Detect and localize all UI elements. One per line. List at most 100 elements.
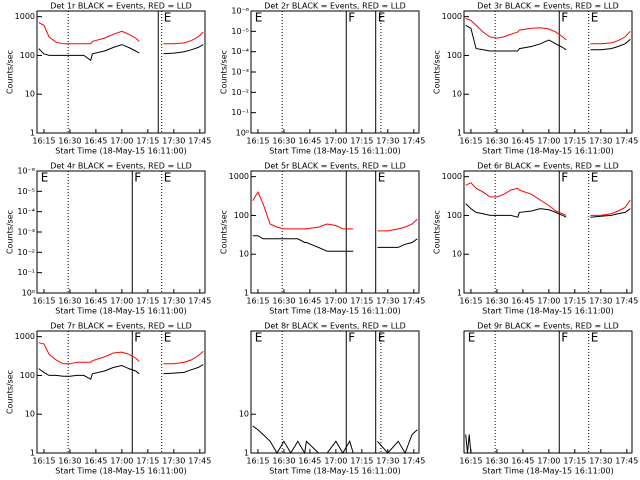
x-tick-label: 16:30: [485, 457, 508, 466]
panel-title: Det 9r BLACK = Events, RED = LLD: [477, 322, 619, 331]
y-tick-label: 10: [25, 410, 35, 419]
x-tick-label: 16:45: [84, 297, 107, 306]
x-tick-label: 17:30: [162, 457, 185, 466]
x-tick-label: 17:00: [110, 297, 133, 306]
x-tick-label: 17:45: [402, 297, 425, 306]
y-tick-label: 10⁻⁴: [231, 47, 249, 56]
y-tick-label: 10⁻¹: [17, 268, 35, 277]
annotation: E: [255, 11, 263, 25]
x-tick-label: 16:45: [298, 137, 321, 146]
plot-frame: [463, 10, 633, 134]
x-tick-label: 16:15: [459, 297, 482, 306]
y-tick-label: 100: [447, 211, 462, 220]
annotation: E: [591, 171, 599, 185]
x-tick-label: 16:45: [511, 457, 534, 466]
data-line: [252, 425, 418, 455]
y-tick-label: 10⁻⁴: [17, 207, 35, 216]
y-axis-label: Counts/sec: [220, 50, 229, 94]
x-axis-label: Start Time (18-May-15 16:11:00): [55, 467, 186, 476]
x-tick-label: 17:30: [589, 457, 612, 466]
panel-title: Det 3r BLACK = Events, RED = LLD: [477, 2, 619, 11]
y-axis-label: Counts/sec: [6, 210, 15, 254]
x-tick-label: 16:15: [32, 457, 55, 466]
x-tick-label: 16:15: [32, 297, 55, 306]
x-tick-label: 17:30: [589, 297, 612, 306]
annotation: E: [378, 331, 386, 345]
annotation: E: [164, 171, 172, 185]
plot-frame: [36, 330, 206, 454]
x-tick-label: 17:00: [537, 457, 560, 466]
data-line: [465, 203, 631, 218]
data-line: [38, 22, 204, 45]
y-tick-label: 10⁻⁵: [231, 27, 249, 36]
x-tick-label: 17:45: [615, 297, 638, 306]
y-tick-label: 1: [244, 449, 249, 458]
y-tick-label: 10: [239, 410, 249, 419]
x-tick-label: 17:30: [589, 137, 612, 146]
data-line: [465, 17, 631, 45]
y-tick-label: 10⁻²: [231, 88, 249, 97]
y-axis-label: Counts/sec: [220, 210, 229, 254]
plot-frame: [463, 170, 633, 294]
x-axis-label: Start Time (18-May-15 16:11:00): [482, 307, 613, 316]
x-tick-label: 17:45: [188, 137, 211, 146]
plot-frame: [36, 10, 206, 134]
y-tick-label: 1000: [15, 12, 35, 21]
annotation: F: [348, 11, 355, 25]
x-tick-label: 17:00: [110, 457, 133, 466]
y-tick-label: 1: [457, 129, 462, 138]
panel-title: Det 4r BLACK = Events, RED = LLD: [50, 162, 192, 171]
y-tick-label: 100: [20, 51, 35, 60]
panel-title: Det 6r BLACK = Events, RED = LLD: [477, 162, 619, 171]
plot-frame: [250, 330, 420, 454]
annotation: E: [378, 11, 386, 25]
x-tick-label: 17:45: [188, 297, 211, 306]
x-tick-label: 17:15: [136, 297, 159, 306]
x-axis-label: Start Time (18-May-15 16:11:00): [269, 467, 400, 476]
x-tick-label: 17:00: [110, 137, 133, 146]
data-line: [252, 235, 418, 252]
x-tick-label: 17:15: [350, 457, 373, 466]
data-line: [465, 434, 472, 454]
y-tick-label: 1: [30, 449, 35, 458]
x-tick-label: 16:45: [511, 297, 534, 306]
x-tick-label: 16:15: [459, 457, 482, 466]
x-tick-label: 16:15: [246, 137, 269, 146]
data-line: [465, 182, 631, 216]
x-tick-label: 17:30: [162, 297, 185, 306]
x-tick-label: 16:30: [58, 297, 81, 306]
plot-frame: [463, 330, 633, 454]
x-tick-label: 16:30: [485, 297, 508, 306]
panel-title: Det 1r BLACK = Events, RED = LLD: [50, 2, 192, 11]
y-tick-label: 1: [457, 289, 462, 298]
x-tick-label: 16:45: [298, 297, 321, 306]
y-tick-label: 1000: [442, 172, 462, 181]
y-tick-label: 100: [20, 371, 35, 380]
annotation: F: [561, 11, 568, 25]
x-tick-label: 17:45: [615, 137, 638, 146]
x-tick-label: 17:15: [350, 137, 373, 146]
x-tick-label: 17:00: [537, 137, 560, 146]
y-axis-label: Counts/sec: [433, 210, 442, 254]
x-tick-label: 16:15: [459, 137, 482, 146]
y-tick-label: 10⁻⁶: [17, 167, 35, 176]
x-tick-label: 16:30: [272, 137, 295, 146]
x-tick-label: 16:30: [58, 137, 81, 146]
y-tick-label: 1: [244, 289, 249, 298]
x-axis-label: Start Time (18-May-15 16:11:00): [482, 467, 613, 476]
panel-title: Det 2r BLACK = Events, RED = LLD: [264, 2, 406, 11]
data-line: [38, 342, 204, 365]
x-tick-label: 17:00: [537, 297, 560, 306]
y-tick-label: 1: [30, 129, 35, 138]
x-tick-label: 16:30: [272, 297, 295, 306]
x-tick-label: 16:15: [246, 457, 269, 466]
x-tick-label: 17:00: [324, 457, 347, 466]
